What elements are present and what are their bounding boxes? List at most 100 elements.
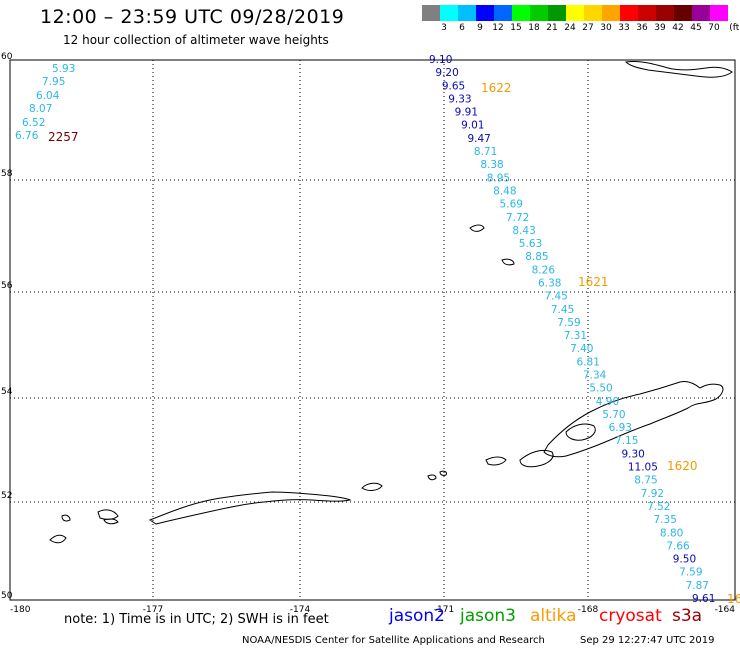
alaska-peninsula xyxy=(543,381,724,458)
map-frame xyxy=(9,59,736,601)
legend-label: 45 xyxy=(690,23,702,33)
pass-time-label: 1622 xyxy=(481,81,512,95)
swh-value: 8.75 xyxy=(634,475,657,487)
legend-swatch xyxy=(494,5,512,21)
swh-value: 7.59 xyxy=(679,567,702,579)
legend-label: 24 xyxy=(564,23,576,33)
page-subtitle: 12 hour collection of altimeter wave hei… xyxy=(63,33,329,47)
swh-value: 7.35 xyxy=(654,514,677,526)
color-legend xyxy=(422,5,740,21)
lat-tick-label: 54 xyxy=(1,387,13,397)
legend-label: 27 xyxy=(582,23,594,33)
swh-value: 8.71 xyxy=(474,146,497,158)
swh-value: 9.33 xyxy=(448,93,471,105)
lat-tick-label: 52 xyxy=(1,491,12,501)
swh-value: 9.30 xyxy=(621,448,644,460)
andreanof-islands xyxy=(361,482,383,491)
swh-value: 6.81 xyxy=(577,356,600,368)
islands-of-four-mountains xyxy=(427,470,447,481)
legend-label: 42 xyxy=(672,23,684,33)
legend-swatch xyxy=(656,5,674,21)
swh-value: 7.66 xyxy=(666,540,690,552)
swh-value: 9.61 xyxy=(692,593,715,605)
swh-value: 8.95 xyxy=(487,172,510,184)
swh-value: 7.45 xyxy=(544,291,567,303)
lat-tick-label: 50 xyxy=(1,591,13,601)
legend-label: 39 xyxy=(654,23,666,33)
swh-value: 8.38 xyxy=(480,159,503,171)
satellite-name: altika xyxy=(530,606,577,626)
rat-delarof-islands xyxy=(148,491,352,525)
legend-swatch xyxy=(638,5,656,21)
lon-tick-label: -177 xyxy=(143,605,163,615)
legend-label: (ft) xyxy=(729,23,740,33)
swh-value: 5.63 xyxy=(519,238,542,250)
legend-label: 15 xyxy=(510,23,522,33)
legend-swatch xyxy=(548,5,566,21)
swh-value: 6.76 xyxy=(15,130,39,142)
credit-line: NOAA/NESDIS Center for Satellite Applica… xyxy=(242,635,545,646)
lat-tick-label: 60 xyxy=(1,52,13,62)
swh-value: 7.72 xyxy=(506,212,529,224)
swh-value: 8.48 xyxy=(493,185,516,197)
legend-swatch xyxy=(584,5,602,21)
legend-label: 21 xyxy=(546,23,558,33)
swh-value: 7.52 xyxy=(647,501,670,513)
satellite-name: jason3 xyxy=(460,606,516,626)
swh-value: 6.93 xyxy=(609,422,632,434)
swh-value: 7.95 xyxy=(42,76,65,88)
legend-label: 3 xyxy=(441,23,447,33)
swh-value: 9.50 xyxy=(673,554,696,566)
attu-west xyxy=(49,514,71,544)
swh-value: 9.47 xyxy=(467,133,490,145)
lon-tick-label: -168 xyxy=(578,605,599,615)
swh-value: 8.43 xyxy=(512,225,535,237)
legend-swatch xyxy=(512,5,530,21)
lat-tick-label: 56 xyxy=(1,281,13,291)
swh-value: 8.07 xyxy=(29,103,52,115)
legend-swatch xyxy=(566,5,584,21)
swh-value: 9.91 xyxy=(455,107,478,119)
legend-label: 36 xyxy=(636,23,648,33)
swh-value: 7.87 xyxy=(686,580,709,592)
alaska-mainland-north xyxy=(624,61,733,78)
legend-label: 6 xyxy=(459,23,465,33)
legend-swatch xyxy=(674,5,692,21)
satellite-name: cryosat xyxy=(599,606,662,626)
near-islands xyxy=(97,509,119,525)
legend-swatch xyxy=(710,5,728,21)
footer-note: note: 1) Time is in UTC; 2) SWH is in fe… xyxy=(64,612,329,627)
pass-time-label: 16 xyxy=(727,592,740,606)
legend-swatch xyxy=(620,5,638,21)
legend-label: 12 xyxy=(492,23,504,33)
lat-tick-label: 58 xyxy=(1,169,13,179)
swh-value: 7.40 xyxy=(570,343,593,355)
unimak-island xyxy=(565,423,596,441)
swh-value: 5.69 xyxy=(500,199,523,211)
swh-value: 8.85 xyxy=(525,251,548,263)
swh-value: 7.59 xyxy=(557,317,580,329)
legend-swatch xyxy=(422,5,440,21)
legend-swatch xyxy=(440,5,458,21)
swh-value: 6.04 xyxy=(36,90,60,102)
legend-label: 18 xyxy=(528,23,540,33)
lon-tick-label: -180 xyxy=(10,605,31,615)
lon-tick-label: -171 xyxy=(434,605,454,615)
satellite-name: s3a xyxy=(672,606,703,626)
swh-value: 7.34 xyxy=(583,370,607,382)
swh-value: 7.31 xyxy=(564,330,587,342)
legend-swatch xyxy=(476,5,494,21)
swh-value: 7.92 xyxy=(641,488,664,500)
swh-value: 6.52 xyxy=(22,117,45,129)
swh-value: 7.15 xyxy=(615,435,638,447)
map-grid: -180 -177 -174 -171 -168 -164 60 58 56 54 52 50 xyxy=(1,52,736,615)
legend-swatch xyxy=(692,5,710,21)
legend-swatch xyxy=(602,5,620,21)
pass-time-label: 1621 xyxy=(578,275,609,289)
swh-value: 8.80 xyxy=(660,527,683,539)
swh-value: 5.93 xyxy=(52,63,75,75)
swh-value: 6.38 xyxy=(538,277,561,289)
satellite-name: jason2 xyxy=(389,606,445,626)
pass-time-label: 1620 xyxy=(667,459,698,473)
legend-swatch xyxy=(530,5,548,21)
